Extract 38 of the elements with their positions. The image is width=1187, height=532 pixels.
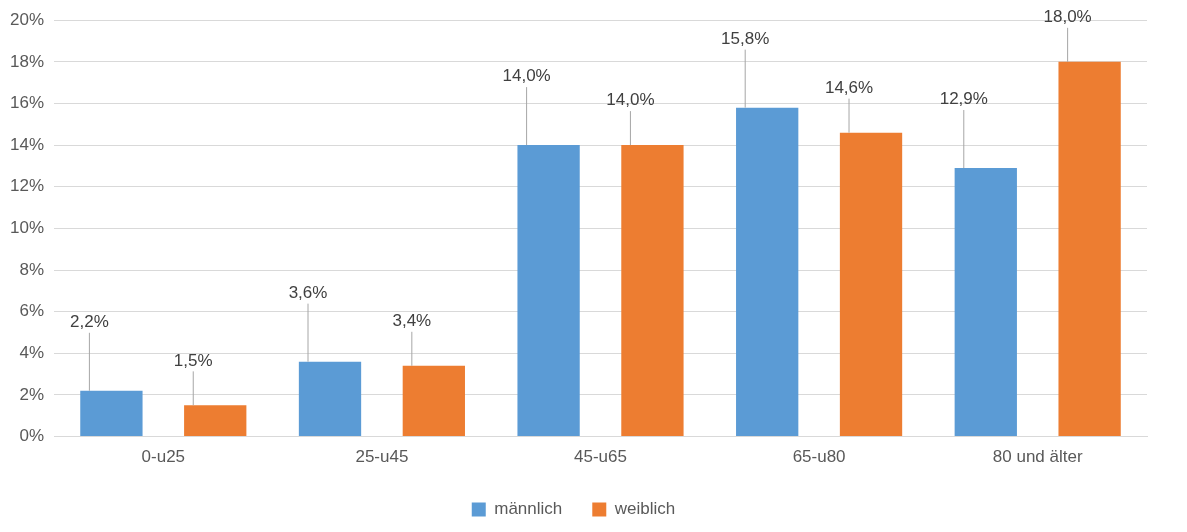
y-tick-label: 2%	[19, 384, 45, 404]
y-tick-label: 8%	[19, 259, 45, 279]
bar	[736, 107, 799, 437]
data-label: 2,2%	[70, 311, 109, 331]
y-tick-label: 14%	[9, 134, 45, 154]
data-label: 18,0%	[1043, 7, 1092, 27]
data-label: 14,0%	[606, 90, 655, 110]
data-label: 12,9%	[939, 89, 988, 109]
y-tick-label: 4%	[19, 343, 45, 363]
bar	[80, 390, 143, 437]
x-tick-label: 25-u45	[355, 447, 409, 467]
x-tick-label: 80 und älter	[992, 447, 1083, 467]
bar	[954, 168, 1017, 437]
data-label: 15,8%	[721, 28, 770, 48]
data-label: 3,6%	[288, 282, 328, 302]
y-tick-label: 18%	[9, 51, 45, 71]
bar	[298, 361, 362, 437]
bar	[184, 405, 247, 437]
x-tick-label: 0-u25	[141, 447, 186, 467]
y-tick-label: 6%	[19, 301, 45, 321]
x-tick-label: 45-u65	[574, 447, 627, 467]
legend-label: männlich	[494, 499, 563, 519]
data-label: 1,5%	[173, 350, 213, 370]
data-label: 14,0%	[502, 66, 551, 86]
bar	[839, 132, 903, 437]
bar	[621, 145, 684, 437]
legend-label: weiblich	[613, 499, 676, 519]
bar	[402, 365, 465, 437]
bar	[1058, 61, 1121, 437]
y-tick-label: 20%	[9, 9, 45, 29]
y-tick-label: 16%	[9, 93, 45, 113]
bar	[517, 145, 580, 437]
y-tick-label: 12%	[9, 176, 45, 196]
y-tick-label: 0%	[19, 426, 45, 446]
data-label: 3,4%	[392, 311, 432, 330]
x-tick-label: 65-u80	[792, 447, 846, 467]
data-label: 14,6%	[824, 77, 874, 97]
y-tick-label: 10%	[9, 218, 45, 238]
